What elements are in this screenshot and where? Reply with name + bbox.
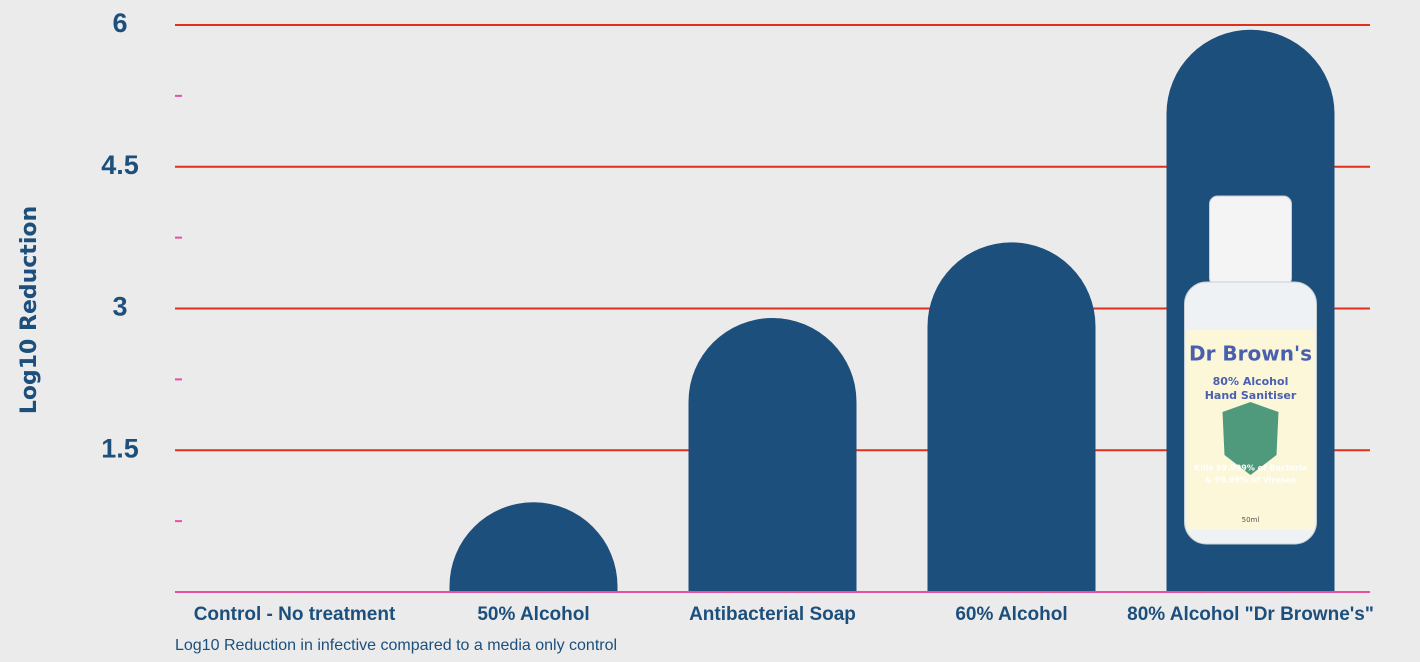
bar <box>449 502 618 592</box>
product-text: Hand Sanitiser <box>1205 389 1297 402</box>
y-axis-label: Log10 Reduction <box>17 206 42 414</box>
y-tick-label: 1.5 <box>101 433 139 463</box>
y-tick-label: 4.5 <box>101 150 139 180</box>
x-tick-label: 80% Alcohol "Dr Browne's" <box>1127 604 1374 625</box>
x-tick-label: 60% Alcohol <box>955 604 1067 625</box>
product-text: Kills 99.999% of Bacteria <box>1194 464 1307 473</box>
x-tick-label: Antibacterial Soap <box>689 604 856 625</box>
product-text: 80% Alcohol <box>1213 375 1289 388</box>
y-tick-label: 6 <box>112 8 127 38</box>
bar <box>688 317 857 592</box>
bar <box>927 242 1096 592</box>
bottle-cap <box>1209 195 1292 287</box>
caption: Log10 Reduction in infective compared to… <box>175 637 617 654</box>
shield <box>1222 402 1279 475</box>
product-text: & 99.99% of Viruses <box>1205 476 1296 485</box>
product-text: Dr Brown's <box>1189 342 1312 366</box>
y-tick-label: 3 <box>112 292 127 322</box>
product-text: 50ml <box>1242 516 1260 524</box>
x-tick-label: 50% Alcohol <box>477 604 589 625</box>
x-tick-label: Control - No treatment <box>194 604 396 625</box>
